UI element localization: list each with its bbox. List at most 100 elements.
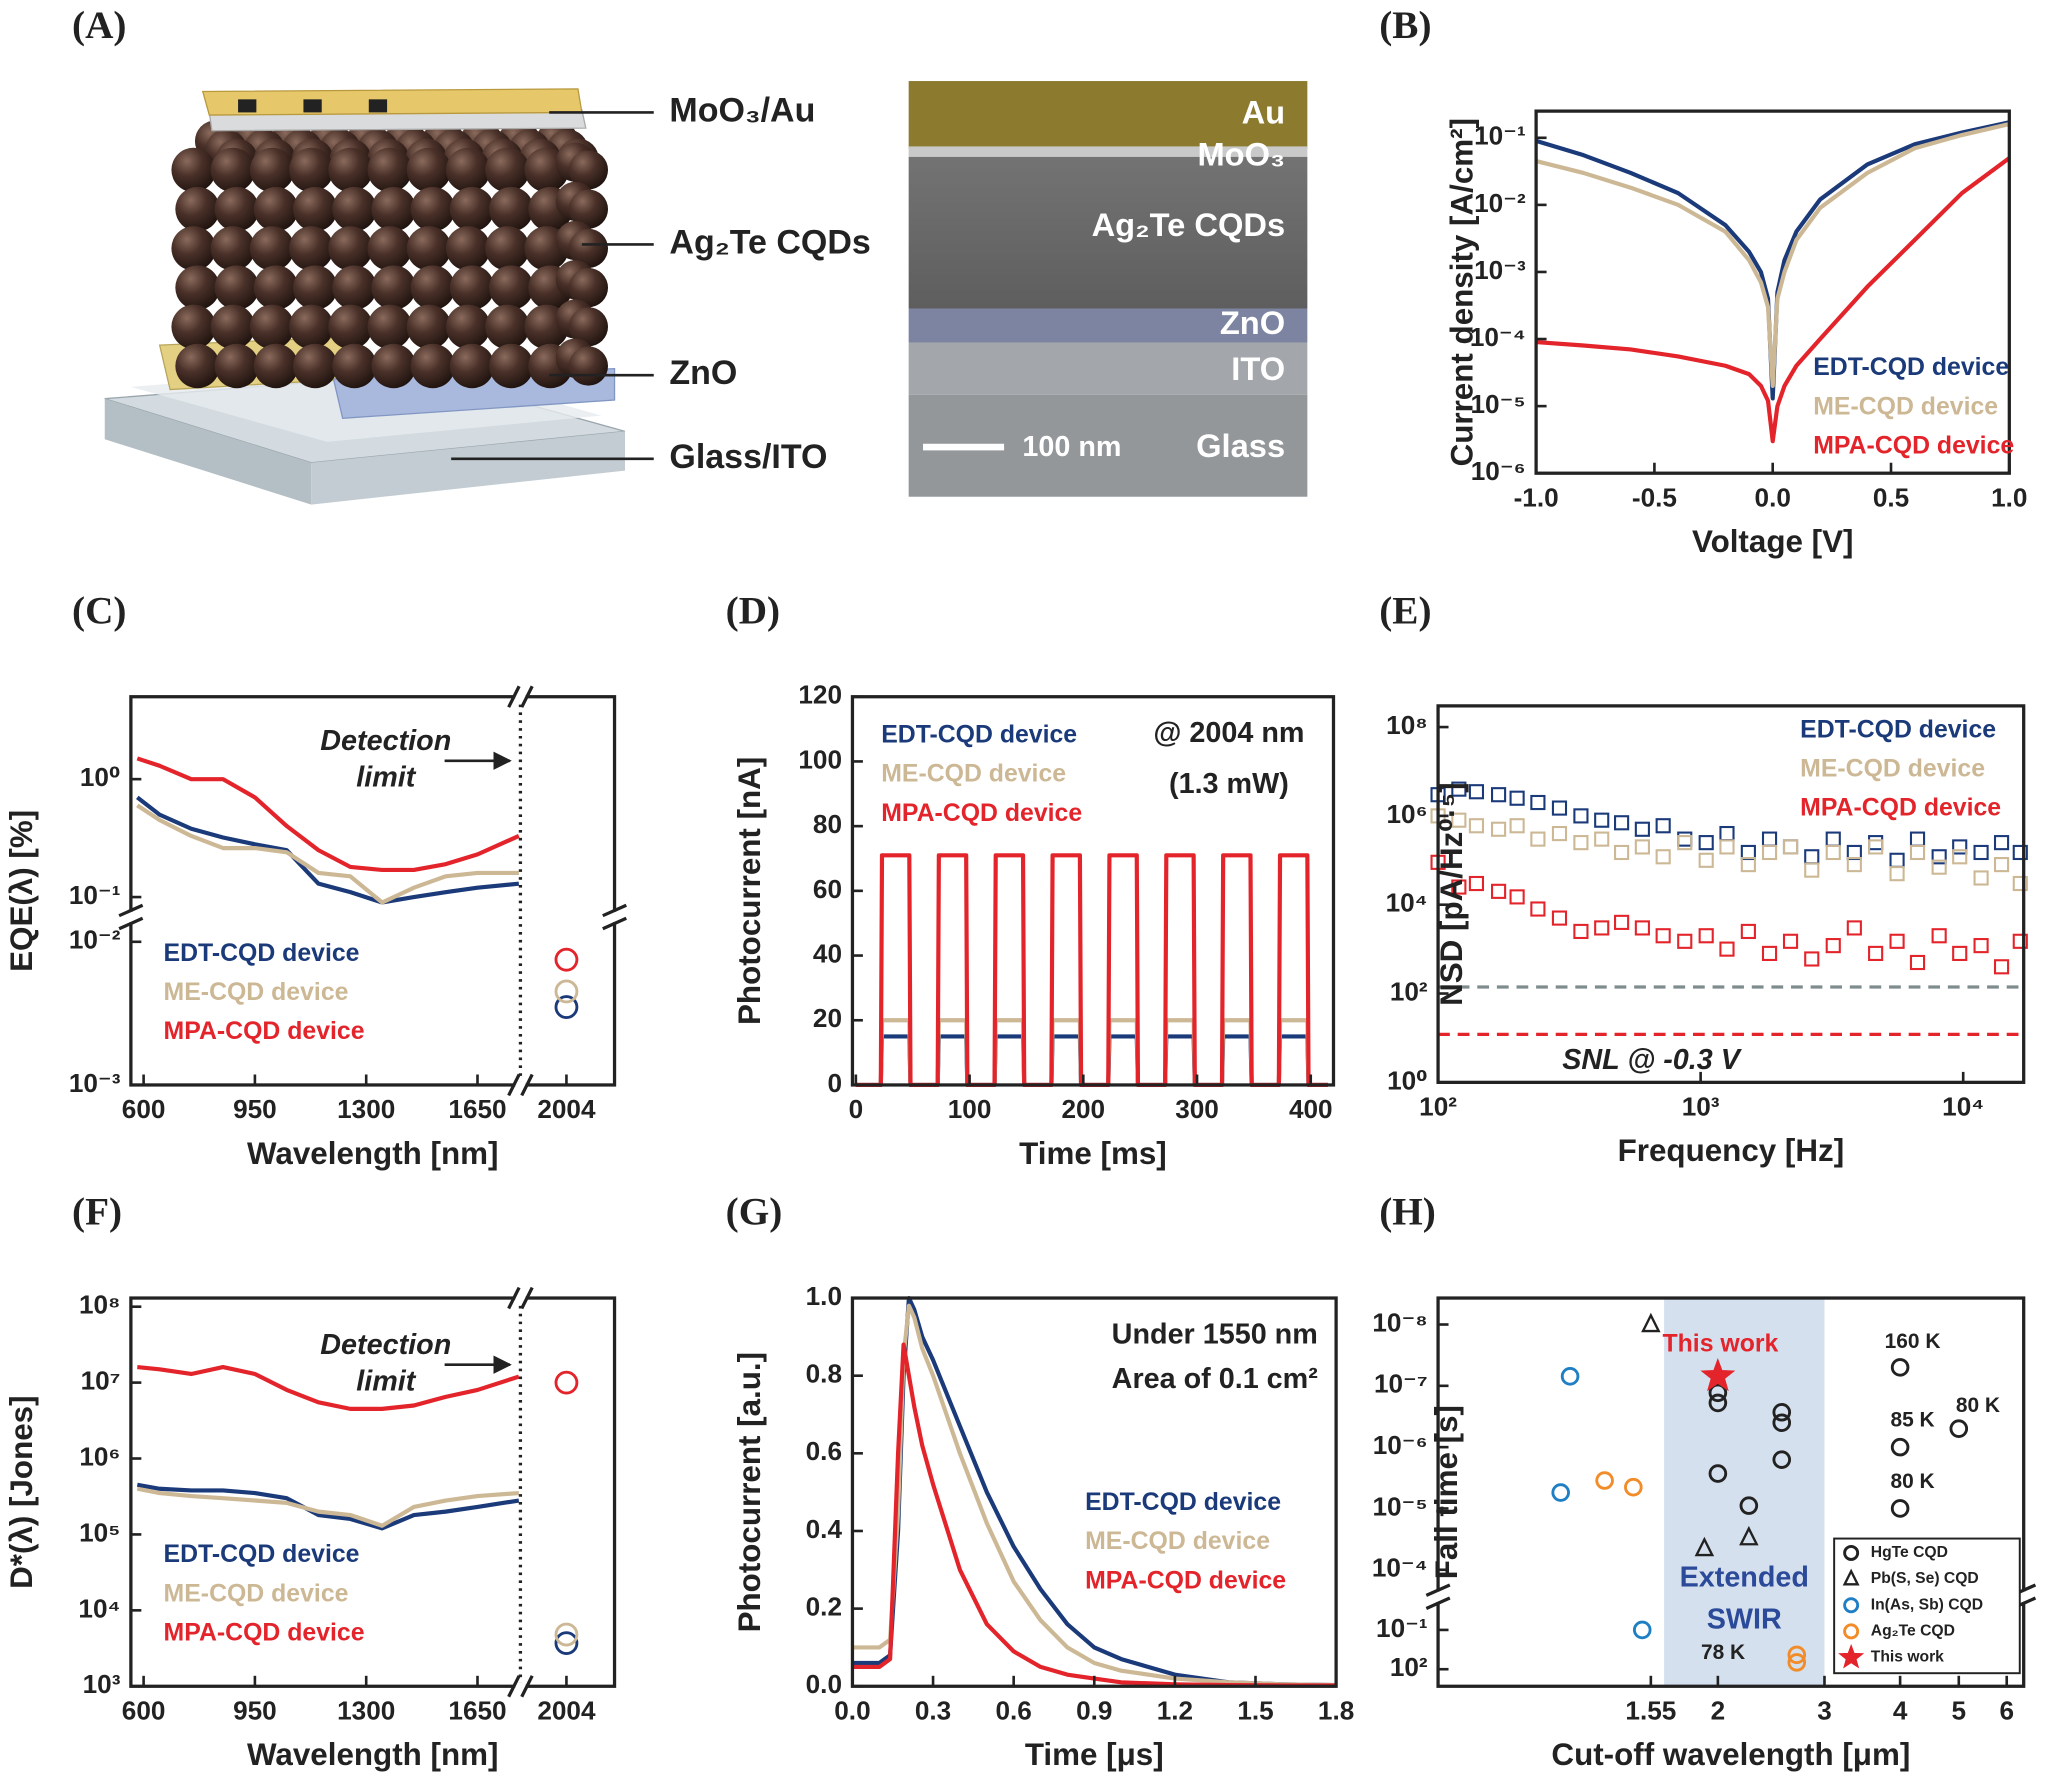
data-point	[1634, 821, 1650, 837]
data-point	[1949, 1419, 1969, 1438]
data-point	[1451, 781, 1467, 797]
x-tick-label: 0.6	[996, 1695, 1032, 1725]
layer-label: Ag₂Te CQDs	[669, 223, 870, 261]
data-line	[855, 1034, 1328, 1088]
nanocrystal	[328, 147, 373, 193]
y-axis-label: Photocurrent [nA]	[732, 757, 767, 1025]
sem-label: ZnO	[1220, 304, 1285, 341]
annotation: limit	[356, 762, 417, 794]
y-tick-label: 10⁻²	[69, 925, 121, 955]
nanocrystal	[171, 304, 216, 350]
y-tick-label: 10⁴	[78, 1593, 120, 1623]
nanocrystal	[410, 186, 456, 232]
axis-break-mark	[507, 1073, 534, 1097]
legend-label: EDT-CQD device	[1800, 716, 1996, 743]
x-tick-label: 1650	[448, 1695, 506, 1725]
y-tick-label: 60	[813, 874, 842, 904]
y-axis-label: NSD [pA/Hz⁰·⁵]	[1434, 782, 1469, 1006]
annotation: 80 K	[1956, 1394, 2000, 1417]
nanocrystal	[289, 226, 334, 271]
sem-au	[908, 81, 1308, 150]
nanocrystal	[171, 147, 216, 193]
data-point	[1551, 910, 1568, 926]
panel-label: (E)	[1379, 589, 1431, 632]
data-point	[1890, 1358, 1910, 1377]
data-point	[1889, 852, 1905, 868]
data-point	[2012, 875, 2028, 892]
legend-marker	[1842, 1568, 1860, 1586]
chart-panel: (B) -1.0 -0.5 0.0 0.5 1.0 10⁻¹ 10⁻² 10⁻³ 10⁻⁴ 10⁻⁵…	[1379, 4, 2027, 559]
data-point	[1804, 951, 1820, 967]
sem-cqd	[908, 156, 1308, 309]
data-point	[1700, 1357, 1736, 1392]
legend-label: ME-CQD device	[164, 1580, 349, 1607]
y-axis-label: Fall time [s]	[1429, 1405, 1464, 1579]
y-tick-label: 10⁻³	[69, 1068, 121, 1098]
data-point	[1451, 812, 1467, 828]
nanocrystal	[249, 304, 295, 350]
data-point	[1560, 1367, 1580, 1386]
x-tick-label: 400	[1289, 1094, 1333, 1124]
annotation: 78 K	[1701, 1641, 1745, 1664]
data-point	[1890, 1499, 1910, 1518]
x-tick-label: 0.0	[834, 1695, 870, 1725]
legend-label: MPA-CQD device	[881, 800, 1082, 827]
data-point	[1509, 818, 1525, 834]
axis-break-mark	[1425, 1583, 1451, 1610]
legend-marker	[1843, 1597, 1860, 1614]
x-tick-label: 1.0	[1991, 482, 2027, 512]
nanocrystal	[289, 147, 334, 193]
sem-label: Ag₂Te CQDs	[1092, 206, 1286, 243]
data-point	[1782, 839, 1799, 855]
y-tick-label: 10⁻⁵	[1471, 389, 1526, 419]
plot-frame	[1436, 1296, 2026, 1688]
axis-break-gap	[515, 1081, 526, 1089]
y-tick-label: 0.4	[806, 1514, 843, 1544]
nanocrystal	[568, 228, 609, 268]
data-line	[137, 1364, 520, 1411]
data-line	[136, 1482, 520, 1531]
data-point	[1468, 784, 1485, 800]
nanocrystal	[210, 226, 256, 271]
data-point	[1787, 1645, 1807, 1665]
annotation: Area of 0.1 cm²	[1112, 1363, 1318, 1395]
data-point	[1993, 857, 2010, 873]
legend-label: EDT-CQD device	[164, 1541, 360, 1568]
sem-image: Au MoO₃ Ag₂Te CQDs ZnO ITO Glass 100 nm	[908, 81, 1308, 497]
data-point	[1890, 1437, 1910, 1457]
annotation: SNL @ -0.3 V	[1562, 1044, 1743, 1076]
legend-label: EDT-CQD device	[1813, 354, 2009, 381]
data-point	[1719, 839, 1735, 855]
panel-label: (F)	[72, 1191, 122, 1234]
legend-label: MPA-CQD device	[164, 1018, 365, 1045]
x-tick-label: 950	[233, 1094, 277, 1124]
x-tick-label: 1.5	[1237, 1695, 1273, 1725]
data-point	[1614, 914, 1630, 930]
axis-break-gap	[515, 1294, 526, 1302]
y-tick-label: 40	[813, 938, 842, 968]
nanocrystal	[292, 343, 338, 389]
legend-label: Ag₂Te CQD	[1871, 1623, 1955, 1640]
data-point	[1677, 835, 1693, 851]
contact-gap	[303, 99, 322, 113]
nanocrystal	[568, 307, 609, 347]
x-tick-label: 1.2	[1157, 1695, 1193, 1725]
annotation: Under 1550 nm	[1112, 1319, 1318, 1351]
x-tick-label: 0.3	[915, 1695, 951, 1725]
layer-label: Glass/ITO	[669, 438, 827, 476]
chart-panel: (C) 600 950 1300 1650 2004 10⁰ 10⁻¹ 10⁻² 10⁻³ Wave…	[4, 589, 627, 1171]
x-tick-label: 300	[1175, 1094, 1219, 1124]
x-tick-label: 3	[1817, 1695, 1832, 1725]
x-tick-label: 1650	[448, 1094, 506, 1124]
data-point	[1846, 920, 1862, 936]
annotation: 85 K	[1890, 1408, 1934, 1431]
nanocrystal	[445, 304, 491, 350]
annotation: Detection	[320, 725, 451, 757]
nanocrystal	[568, 189, 609, 229]
nanocrystal	[371, 343, 416, 389]
data-point	[554, 1370, 579, 1395]
data-point	[554, 979, 579, 1004]
data-point	[1490, 787, 1507, 803]
data-point	[1634, 839, 1650, 855]
glass-front	[311, 431, 626, 505]
